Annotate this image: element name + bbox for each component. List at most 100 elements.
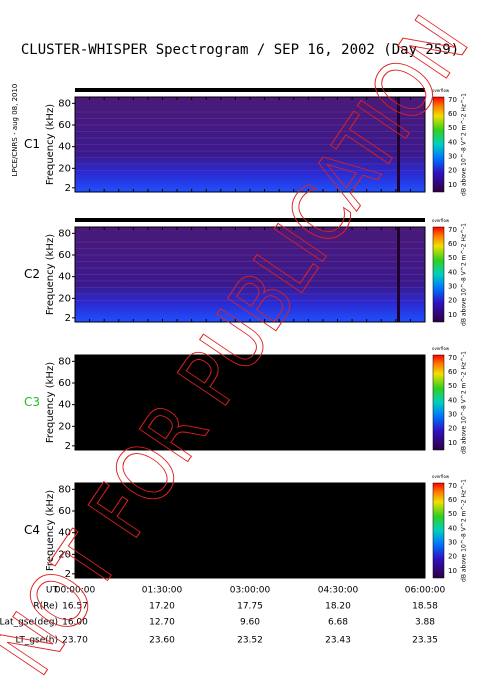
colorbar <box>432 354 445 451</box>
colorbar <box>432 96 445 193</box>
row-label: Lat_gse(deg) <box>0 618 58 628</box>
panel-label: C3 <box>24 395 40 409</box>
colorbar-tick-label: 70 <box>448 96 457 104</box>
colorbar-tick-label: 50 <box>448 254 457 262</box>
colorbar-tick-label: 30 <box>448 283 457 291</box>
row-label: R(Re) <box>33 602 58 612</box>
colorbar-tick-label: 10 <box>448 311 457 319</box>
colorbar-tick-label: 60 <box>448 368 457 376</box>
colorbar-tick-label: 40 <box>448 138 457 146</box>
cell: 16.00 <box>62 618 88 628</box>
y-tick-label: 20 <box>58 549 71 560</box>
data-gap <box>397 97 400 192</box>
cell: 17.20 <box>149 602 175 612</box>
y-tick-label: 20 <box>58 421 71 432</box>
side-note: LPCE/CNRS - aug 08, 2010 <box>11 84 19 177</box>
cell: 3.88 <box>415 618 435 628</box>
y-tick-label: 20 <box>58 163 71 174</box>
cell: 23.43 <box>325 636 351 646</box>
cell: 23.52 <box>237 636 263 646</box>
colorbar-tick-label: 20 <box>448 553 457 561</box>
colorbar-label: dB above 10^-8 V^2 m^-2 Hz^-1 <box>461 223 468 326</box>
cell: 23.60 <box>149 636 175 646</box>
y-tick-label: 40 <box>58 142 71 153</box>
data-gap <box>397 227 400 322</box>
colorbar-tick-label: 60 <box>448 110 457 118</box>
colorbar-top: overflow <box>432 218 450 223</box>
y-tick-label: 80 <box>58 228 71 239</box>
colorbar-tick-label: 60 <box>448 496 457 504</box>
colorbar-tick-label: 50 <box>448 382 457 390</box>
y-tick-label: 40 <box>58 272 71 283</box>
panel-label: C2 <box>24 267 40 281</box>
y-tick-label: 40 <box>58 528 71 539</box>
cell: 9.60 <box>240 618 260 628</box>
y-tick-label: 80 <box>58 98 71 109</box>
title: CLUSTER-WHISPER Spectrogram / SEP 16, 20… <box>21 42 459 58</box>
colorbar-tick-label: 10 <box>448 181 457 189</box>
y-axis-label: Frequency (kHz) <box>45 104 56 185</box>
colorbar-tick-label: 70 <box>448 354 457 362</box>
cell: 06:00:00 <box>405 586 446 596</box>
colorbar <box>432 226 445 323</box>
colorbar <box>432 482 445 579</box>
panel-label: C4 <box>24 523 40 537</box>
colorbar-tick-label: 70 <box>448 226 457 234</box>
cell: 23.35 <box>412 636 438 646</box>
colorbar-tick-label: 50 <box>448 124 457 132</box>
colorbar-tick-label: 10 <box>448 567 457 575</box>
colorbar-tick-label: 20 <box>448 167 457 175</box>
colorbar-tick-label: 40 <box>448 268 457 276</box>
colorbar-tick-label: 20 <box>448 425 457 433</box>
row-label: UT <box>46 586 59 596</box>
y-tick-label: 20 <box>58 293 71 304</box>
cell: 18.20 <box>325 602 351 612</box>
cell: 12.70 <box>149 618 175 628</box>
y-tick-label: 60 <box>58 120 71 131</box>
colorbar-label: dB above 10^-8 V^2 m^-2 Hz^-1 <box>461 479 468 582</box>
cell: 01:30:00 <box>142 586 183 596</box>
colorbar-tick-label: 30 <box>448 411 457 419</box>
cell: 04:30:00 <box>318 586 359 596</box>
y-tick-label: 80 <box>58 484 71 495</box>
y-tick-label: 40 <box>58 400 71 411</box>
colorbar-tick-label: 70 <box>448 482 457 490</box>
cell: 18.58 <box>412 602 438 612</box>
row-label: LT_gse(h) <box>16 636 58 646</box>
y-tick-label: 2 <box>65 183 71 194</box>
spectrogram <box>75 483 425 578</box>
colorbar-label: dB above 10^-8 V^2 m^-2 Hz^-1 <box>461 351 468 454</box>
colorbar-tick-label: 40 <box>448 396 457 404</box>
y-tick-label: 80 <box>58 356 71 367</box>
colorbar-top: overflow <box>432 474 450 479</box>
y-tick-label: 2 <box>65 569 71 580</box>
y-axis-label: Frequency (kHz) <box>45 490 56 571</box>
colorbar-tick-label: 30 <box>448 539 457 547</box>
y-axis-label: Frequency (kHz) <box>45 362 56 443</box>
colorbar-tick-label: 60 <box>448 240 457 248</box>
cell: 23.70 <box>62 636 88 646</box>
colorbar-tick-label: 30 <box>448 153 457 161</box>
cell: 03:00:00 <box>230 586 271 596</box>
colorbar-label: dB above 10^-8 V^2 m^-2 Hz^-1 <box>461 93 468 196</box>
cell: 16.57 <box>62 602 88 612</box>
spectrogram <box>75 355 425 450</box>
cell: 00:00:00 <box>55 586 96 596</box>
panel-label: C1 <box>24 137 40 151</box>
y-tick-label: 2 <box>65 313 71 324</box>
status-bar <box>75 218 425 222</box>
colorbar-top: overflow <box>432 88 450 93</box>
y-tick-label: 60 <box>58 506 71 517</box>
colorbar-tick-label: 10 <box>448 439 457 447</box>
colorbar-tick-label: 40 <box>448 524 457 532</box>
status-bar <box>75 88 425 92</box>
colorbar-tick-label: 50 <box>448 510 457 518</box>
y-tick-label: 60 <box>58 378 71 389</box>
y-axis-label: Frequency (kHz) <box>45 234 56 315</box>
colorbar-tick-label: 20 <box>448 297 457 305</box>
cell: 17.75 <box>237 602 263 612</box>
colorbar-top: overflow <box>432 346 450 351</box>
y-tick-label: 2 <box>65 441 71 452</box>
cell: 6.68 <box>328 618 348 628</box>
